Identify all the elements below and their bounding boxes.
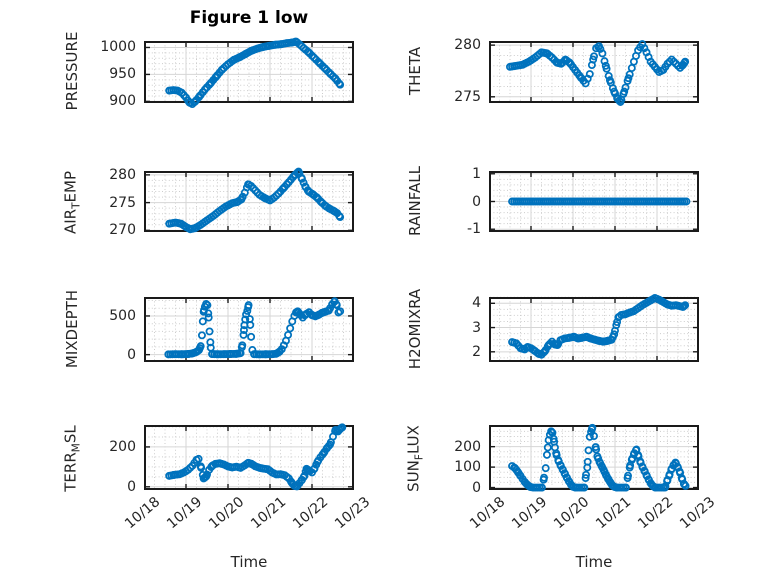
y-tick-label: 900 — [109, 93, 136, 110]
y-tick-label: 0 — [127, 346, 136, 363]
scatter-markers-sun_flux — [508, 423, 690, 492]
subplot-sun-flux — [489, 423, 699, 492]
y-tick-label: 0 — [472, 193, 481, 210]
y-tick-label: 280 — [454, 37, 481, 54]
y-tick-label: 270 — [109, 222, 136, 239]
subplot-mixdepth — [144, 297, 354, 362]
y-tick-label: 500 — [109, 307, 136, 324]
y-tick-label: 3 — [472, 319, 481, 336]
y-tick-label: 950 — [109, 66, 136, 83]
y-tick-label: 0 — [127, 478, 136, 495]
subplot-air-temp — [144, 167, 354, 234]
y-tick-label: 200 — [454, 438, 481, 455]
y-axis-label-terr-msl: TERRMSL — [61, 424, 83, 492]
y-tick-label: 200 — [109, 438, 136, 455]
x-axis-title-right: Time — [575, 553, 613, 571]
y-tick-label: 1000 — [100, 39, 136, 56]
y-tick-label: 4 — [472, 295, 481, 312]
x-axis-title-left: Time — [230, 553, 268, 571]
y-tick-label: 2 — [472, 343, 481, 360]
scatter-markers-pressure — [165, 37, 345, 109]
scatter-markers-air_temp — [165, 167, 345, 234]
y-tick-label: 100 — [454, 459, 481, 476]
subplot-theta — [489, 40, 699, 106]
y-tick-label: -1 — [467, 221, 481, 238]
scatter-markers-h2omixra — [508, 293, 690, 359]
figure-title: Figure 1 low — [189, 8, 309, 28]
subplot-rainfall — [489, 171, 699, 232]
scatter-markers-theta — [506, 40, 690, 106]
subplot-h2omixra — [489, 293, 699, 362]
scatter-markers-mixdepth — [164, 297, 345, 359]
y-axis-label-sun-flux: SUNFLUX — [404, 424, 426, 492]
scatter-markers-rainfall — [508, 197, 691, 206]
y-tick-label: 275 — [109, 194, 136, 211]
y-tick-label: 0 — [472, 479, 481, 496]
y-tick-label: 1 — [472, 165, 481, 182]
scatter-markers-terr_msl — [165, 423, 347, 491]
subplot-pressure — [144, 37, 354, 109]
y-tick-label: 275 — [454, 88, 481, 105]
y-tick-label: 280 — [109, 166, 136, 183]
subplot-terr-msl — [144, 423, 354, 491]
